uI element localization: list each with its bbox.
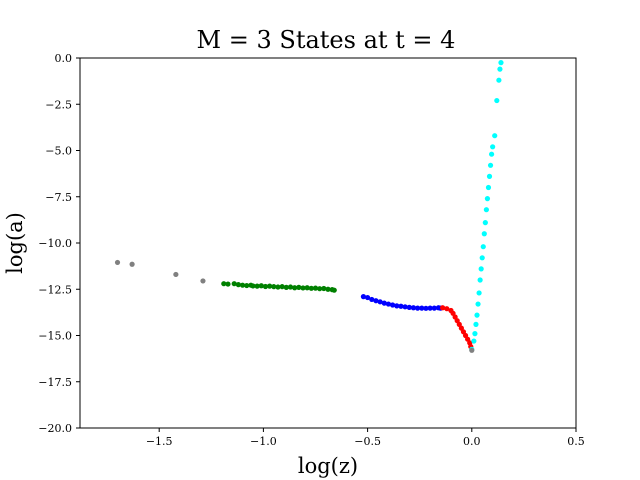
data-point	[373, 298, 379, 304]
data-point	[300, 285, 306, 291]
data-point	[250, 283, 256, 289]
data-point	[312, 285, 319, 291]
x-axis: −1.5 −1.0 −0.5 0.0 0.5	[146, 428, 585, 448]
x-tick-label: −1.5	[146, 435, 173, 448]
x-axis-label: log(z)	[298, 454, 358, 478]
data-point	[440, 305, 446, 311]
data-point	[331, 287, 337, 293]
data-point	[244, 282, 250, 289]
data-point	[494, 97, 500, 104]
data-point	[317, 286, 323, 292]
data-point	[444, 306, 450, 312]
data-point	[469, 347, 475, 353]
plot-frame	[79, 57, 577, 429]
data-point	[480, 244, 486, 250]
data-point	[381, 300, 387, 306]
data-point	[275, 284, 281, 290]
data-point	[402, 304, 408, 310]
y-tick-label: −20.0	[38, 422, 72, 435]
y-tick-label: −15.0	[38, 330, 72, 343]
data-point	[377, 299, 383, 305]
data-point	[483, 207, 489, 213]
x-tick-label: −0.5	[354, 435, 381, 448]
y-tick-label: −7.5	[45, 191, 72, 204]
data-point	[475, 301, 481, 307]
data-point	[497, 66, 503, 72]
data-point	[254, 283, 260, 289]
data-point	[258, 283, 264, 289]
data-point	[308, 285, 314, 291]
data-point	[360, 294, 367, 300]
data-point	[390, 302, 396, 308]
y-tick-label: −2.5	[45, 98, 72, 111]
data-point	[225, 281, 231, 287]
data-point	[431, 305, 437, 311]
data-point	[486, 173, 493, 179]
y-axis: 0.0 −2.5 −5.0 −7.5 −10.0 −12.5 −15.0 −17.5 −20.0	[38, 52, 80, 435]
data-point	[498, 60, 504, 66]
x-tick-label: 0.0	[463, 435, 481, 448]
data-point	[477, 277, 483, 283]
data-point	[474, 312, 480, 318]
data-point	[394, 303, 400, 309]
data-point	[385, 301, 392, 307]
data-point	[235, 282, 241, 288]
data-point	[292, 285, 298, 291]
data-point	[485, 184, 492, 191]
data-point	[369, 296, 375, 303]
data-point	[325, 286, 331, 292]
data-point	[129, 261, 135, 267]
data-point	[419, 305, 425, 311]
data-point	[296, 284, 302, 290]
data-point	[304, 285, 310, 291]
data-point	[231, 281, 237, 287]
y-tick-label: 0.0	[55, 52, 73, 65]
data-point	[267, 283, 273, 289]
data-point	[410, 305, 417, 311]
data-point	[364, 294, 371, 301]
data-point	[406, 304, 412, 310]
data-point	[114, 259, 121, 266]
data-point	[283, 284, 289, 290]
chart-title: M = 3 States at t = 4	[197, 26, 456, 54]
y-tick-label: −5.0	[45, 145, 72, 158]
data-point	[488, 151, 495, 157]
x-tick-label: 0.5	[567, 435, 585, 448]
data-point	[476, 290, 482, 296]
data-point	[279, 284, 285, 290]
data-point	[484, 196, 491, 202]
y-tick-label: −17.5	[38, 376, 72, 389]
y-tick-label: −12.5	[38, 283, 72, 296]
data-point	[473, 321, 479, 327]
data-point	[239, 282, 246, 288]
data-point	[200, 278, 206, 284]
data-point	[398, 303, 404, 309]
data-point	[482, 220, 488, 226]
y-tick-label: −10.0	[38, 237, 72, 250]
data-point	[487, 162, 494, 168]
data-point	[492, 133, 498, 139]
data-point	[173, 271, 179, 278]
data-point	[496, 77, 502, 83]
data-point	[427, 305, 433, 311]
data-point	[221, 281, 227, 287]
data-point	[478, 266, 484, 272]
data-point	[271, 284, 277, 290]
y-axis-label: log(a)	[3, 212, 27, 274]
data-point	[321, 285, 327, 292]
data-point	[472, 331, 478, 337]
data-point	[479, 255, 485, 261]
x-tick-label: −1.0	[250, 435, 277, 448]
data-point	[490, 144, 496, 150]
data-point	[423, 305, 429, 311]
data-point	[287, 284, 294, 290]
data-point	[481, 231, 487, 237]
points-layer	[114, 60, 504, 353]
data-point	[415, 305, 421, 311]
data-point	[471, 338, 477, 344]
data-point	[262, 283, 269, 290]
